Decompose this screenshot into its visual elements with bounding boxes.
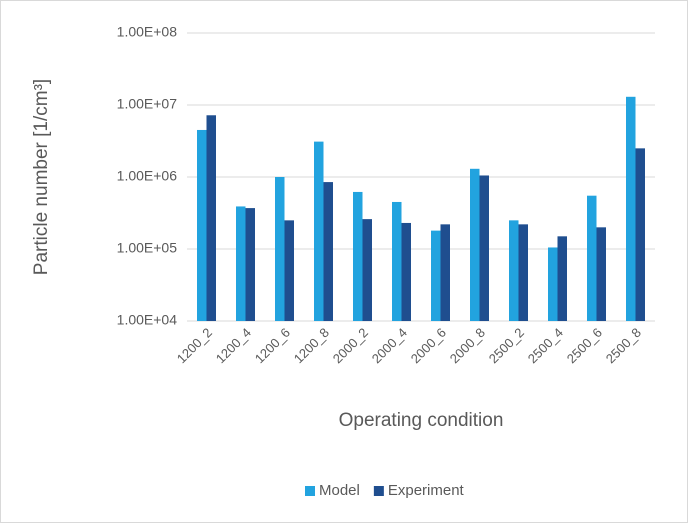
y-axis-title: Particle number [1/cm³] [31,79,52,275]
bar [245,208,255,321]
bar [284,220,294,321]
bar [197,129,207,321]
legend-swatch [305,486,315,496]
bar [353,191,363,321]
y-tick-label: 1.00E+04 [117,312,178,328]
bar [470,168,480,321]
x-axis-title: Operating condition [339,410,504,431]
y-tick-label: 1.00E+06 [117,168,178,184]
bar [626,96,636,321]
bar [479,175,489,321]
bar [518,224,528,321]
bar [548,247,558,321]
bar [323,182,333,321]
legend-swatch [373,486,384,496]
bar [314,141,324,321]
y-tick-label: 1.00E+08 [117,24,178,40]
bar [440,224,450,321]
legend-label: Model [319,482,360,499]
bar [635,148,645,321]
bar [431,230,441,321]
bar [509,220,519,321]
bar [362,219,372,321]
bar [275,177,285,321]
bar [557,236,567,321]
y-tick-label: 1.00E+05 [117,240,178,256]
y-tick-label: 1.00E+07 [117,96,178,112]
bar [206,115,216,321]
bar [401,222,411,321]
bar [236,206,246,321]
legend-label: Experiment [388,482,465,499]
bar [392,201,402,321]
bar [596,227,606,321]
bar [587,195,597,321]
